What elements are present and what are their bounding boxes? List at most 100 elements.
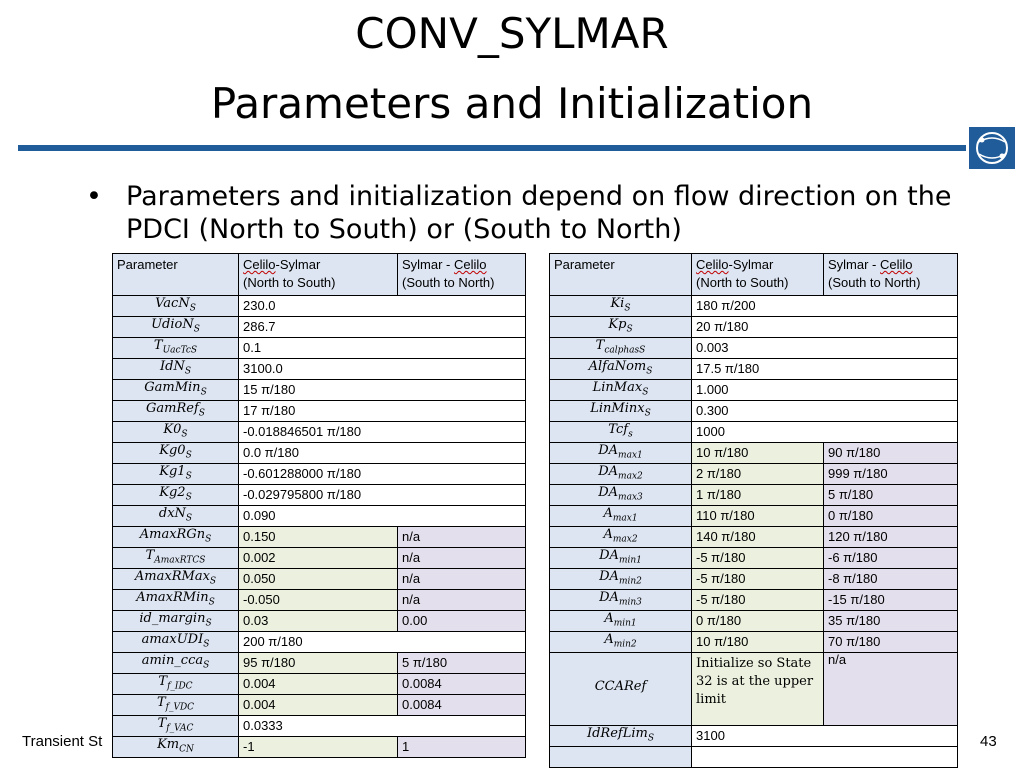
- parameter-name-cell: dxNS: [112, 505, 239, 527]
- table-row: AmaxRGnS 0.150 n/a: [112, 526, 526, 548]
- parameter-symbol: amaxUDI: [141, 631, 204, 647]
- parameter-symbol: T: [156, 694, 166, 710]
- parameter-symbol: UdioN: [151, 316, 194, 332]
- parameter-name-cell: Kg0S: [112, 442, 239, 464]
- parameter-subscript: min3: [618, 597, 642, 608]
- parameter-symbol: GamMin: [144, 379, 201, 395]
- parameter-symbol: Kg1: [159, 463, 186, 479]
- parameter-symbol: DA: [598, 484, 619, 500]
- table-row: GamMinS 15 π/180: [112, 379, 526, 401]
- table-row: id_marginS 0.03 0.00: [112, 610, 526, 632]
- parameter-name-cell: Tf_VDC: [112, 694, 239, 716]
- value-north-to-south: 0.1: [238, 337, 526, 359]
- table-row: Amin2 10 π/180 70 π/180: [549, 631, 958, 653]
- parameter-subscript: S: [624, 303, 631, 314]
- value-north-to-south: -5 π/180: [691, 568, 824, 590]
- value-south-to-north: n/a: [397, 568, 526, 590]
- table-row: Amin1 0 π/180 35 π/180: [549, 610, 958, 632]
- header-parameter: Parameter: [112, 253, 239, 296]
- header-col2-part-c: (South to North): [402, 275, 495, 290]
- value-south-to-north: -6 π/180: [823, 547, 958, 569]
- parameter-subscript: f_IDC: [167, 681, 193, 692]
- parameter-subscript: S: [198, 408, 205, 419]
- parameter-symbol: Tcf: [608, 421, 629, 437]
- parameter-symbol: A: [604, 610, 614, 626]
- parameter-subscript: min2: [613, 639, 637, 650]
- value-north-to-south: 3100: [691, 725, 958, 747]
- parameter-subscript: S: [189, 303, 196, 314]
- parameter-subscript: min2: [618, 576, 642, 587]
- value-south-to-north: 5 π/180: [397, 652, 526, 674]
- parameter-symbol: CCARef: [594, 678, 647, 694]
- parameter-symbol: Ki: [610, 295, 625, 311]
- parameter-symbol: A: [604, 631, 614, 647]
- parameter-symbol: Kg0: [159, 442, 186, 458]
- header-parameter: Parameter: [549, 253, 692, 296]
- parameter-name-cell: AlfaNomS: [549, 358, 692, 380]
- table-row: CCARef Initialize so State 32 is at the u…: [549, 652, 958, 726]
- header-south-to-north: Sylmar - Celilo (South to North): [397, 253, 526, 296]
- parameter-name-cell: Kg2S: [112, 484, 239, 506]
- parameter-subscript: UacTcS: [162, 345, 198, 356]
- parameter-name-cell: DAmin1: [549, 547, 692, 569]
- slide-title-line1: CONV_SYLMAR: [355, 9, 669, 58]
- parameter-name-cell: Tf_IDC: [112, 673, 239, 695]
- parameter-subscript: max2: [618, 471, 643, 482]
- parameter-subscript: S: [200, 387, 207, 398]
- parameter-subscript: AmaxRTCS: [154, 555, 206, 566]
- parameter-name-cell: amaxUDIS: [112, 631, 239, 653]
- parameter-subscript: S: [193, 324, 200, 335]
- table-row: AmaxRMinS -0.050 n/a: [112, 589, 526, 611]
- parameter-name-cell: KiS: [549, 295, 692, 317]
- table-row: Tcfs 1000: [549, 421, 958, 443]
- value-north-to-south: 0 π/180: [691, 610, 824, 632]
- value-north-to-south: 10 π/180: [691, 631, 824, 653]
- parameter-name-cell: Tcfs: [549, 421, 692, 443]
- parameter-subscript: min1: [618, 555, 642, 566]
- parameter-symbol: DA: [598, 463, 619, 479]
- title-divider: [18, 145, 966, 151]
- parameter-name-cell: AmaxRMaxS: [112, 568, 239, 590]
- value-south-to-north: 35 π/180: [823, 610, 958, 632]
- parameter-subscript: max1: [618, 450, 643, 461]
- value-north-to-south: 1.000: [691, 379, 958, 401]
- value-north-to-south: 0.003: [691, 337, 958, 359]
- bullet-text: Parameters and initialization depend on …: [126, 181, 952, 245]
- footer-title: Transient St: [22, 733, 103, 750]
- parameter-symbol: VacN: [155, 295, 190, 311]
- value-north-to-south: 1 π/180: [691, 484, 824, 506]
- parameter-subscript: S: [208, 597, 215, 608]
- parameter-symbol: IdRefLim: [586, 725, 648, 741]
- value-south-to-north: n/a: [823, 652, 958, 726]
- table-row: IdNS 3100.0: [112, 358, 526, 380]
- parameter-table-right: Parameter Celilo-Sylmar (North to South) Sy…: [549, 253, 958, 768]
- value-north-to-south: 17 π/180: [238, 400, 526, 422]
- parameter-symbol: LinMax: [592, 379, 643, 395]
- parameter-subscript: S: [205, 534, 212, 545]
- parameter-name-cell: TAmaxRTCS: [112, 547, 239, 569]
- parameter-symbol: id_margin: [139, 610, 206, 626]
- value-north-to-south: [691, 746, 958, 768]
- parameter-name-cell: DAmax1: [549, 442, 692, 464]
- parameter-symbol: AmaxRMax: [134, 568, 210, 584]
- parameter-symbol: DA: [599, 589, 619, 605]
- value-north-to-south: -0.050: [238, 589, 398, 611]
- table-row: AmaxRMaxS 0.050 n/a: [112, 568, 526, 590]
- parameter-symbol: AmaxRGn: [139, 526, 206, 542]
- value-north-to-south: 180 π/200: [691, 295, 958, 317]
- parameter-subscript: S: [626, 324, 633, 335]
- header-north-to-south: Celilo-Sylmar (North to South): [691, 253, 824, 296]
- parameter-symbol: Kp: [608, 316, 627, 332]
- parameter-name-cell: AmaxRGnS: [112, 526, 239, 548]
- value-north-to-south: 10 π/180: [691, 442, 824, 464]
- table-row: dxNS 0.090: [112, 505, 526, 527]
- parameter-name-cell: Amax1: [549, 505, 692, 527]
- parameter-symbol: A: [603, 505, 613, 521]
- parameter-subscript: S: [203, 660, 210, 671]
- parameter-subscript: s: [628, 429, 633, 440]
- value-north-to-south: 0.150: [238, 526, 398, 548]
- value-north-to-south: 0.300: [691, 400, 958, 422]
- value-north-to-south: -0.018846501 π/180: [238, 421, 526, 443]
- table-row: TAmaxRTCS 0.002 n/a: [112, 547, 526, 569]
- table-row: UdioNS 286.7: [112, 316, 526, 338]
